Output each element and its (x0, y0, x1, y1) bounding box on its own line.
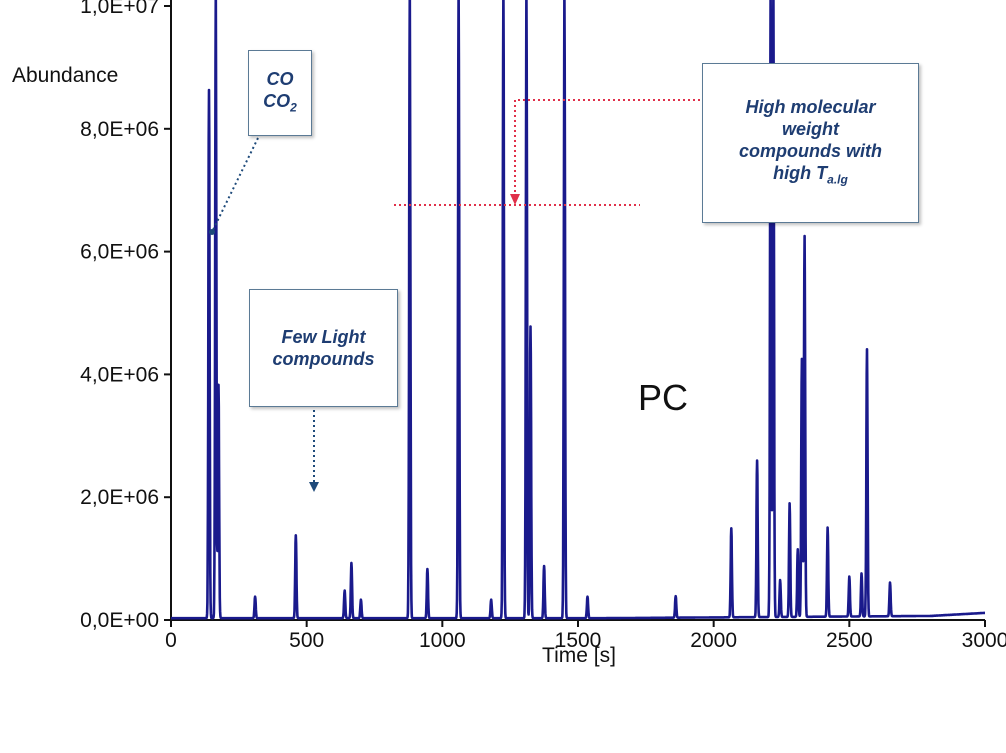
co-arrow-head (209, 229, 215, 235)
high-molecular-weight-annotation-box: High molecular weight compounds with hig… (702, 63, 919, 223)
x-tick-label: 2000 (690, 629, 737, 652)
hmw-arrow-head (510, 194, 520, 205)
x-tick-label: 1000 (419, 629, 466, 652)
y-tick-label: 8,0E+06 (80, 118, 159, 141)
x-tick-label: 2500 (826, 629, 873, 652)
hmw-line-3: compounds with (739, 140, 882, 161)
x-tick-label: 0 (165, 629, 177, 652)
x-tick-label: 3000 (962, 629, 1006, 652)
light-compounds-annotation-box: Few Light compounds (249, 289, 398, 407)
hmw-line-1: High molecular (745, 96, 876, 117)
y-axis-ticks: 0,0E+00 2,0E+06 4,0E+06 6,0E+06 8,0E+06 1,0E+… (80, 0, 171, 632)
y-tick-label: 1,0E+07 (80, 0, 159, 18)
y-tick-label: 4,0E+06 (80, 363, 159, 386)
y-tick-label: 0,0E+00 (80, 609, 159, 632)
x-axis-ticks: 0 500 1000 1500 2000 2500 3000 (165, 620, 1006, 652)
x-tick-label: 500 (289, 629, 324, 652)
abundance-series-line (170, 0, 986, 620)
panel-label: PC (638, 377, 688, 418)
y-axis-title: Abundance (12, 64, 118, 87)
x-tick-label: 1500 (555, 629, 602, 652)
light-arrow-head (309, 482, 319, 492)
hmw-line-4: high Ta.lg (773, 162, 848, 187)
light-line-2: compounds (272, 349, 375, 369)
hmw-line-2: weight (782, 118, 839, 139)
co-annotation-box: CO CO2 (248, 50, 312, 136)
co-label: CO (266, 68, 294, 89)
annotation-arrows (209, 99, 700, 492)
y-tick-label: 2,0E+06 (80, 486, 159, 509)
light-line-1: Few Light (281, 327, 366, 347)
x-axis-title: Time [s] (542, 644, 616, 667)
co2-label: CO2 (263, 90, 297, 115)
y-tick-label: 6,0E+06 (80, 241, 159, 264)
co-arrow-line (211, 137, 259, 233)
